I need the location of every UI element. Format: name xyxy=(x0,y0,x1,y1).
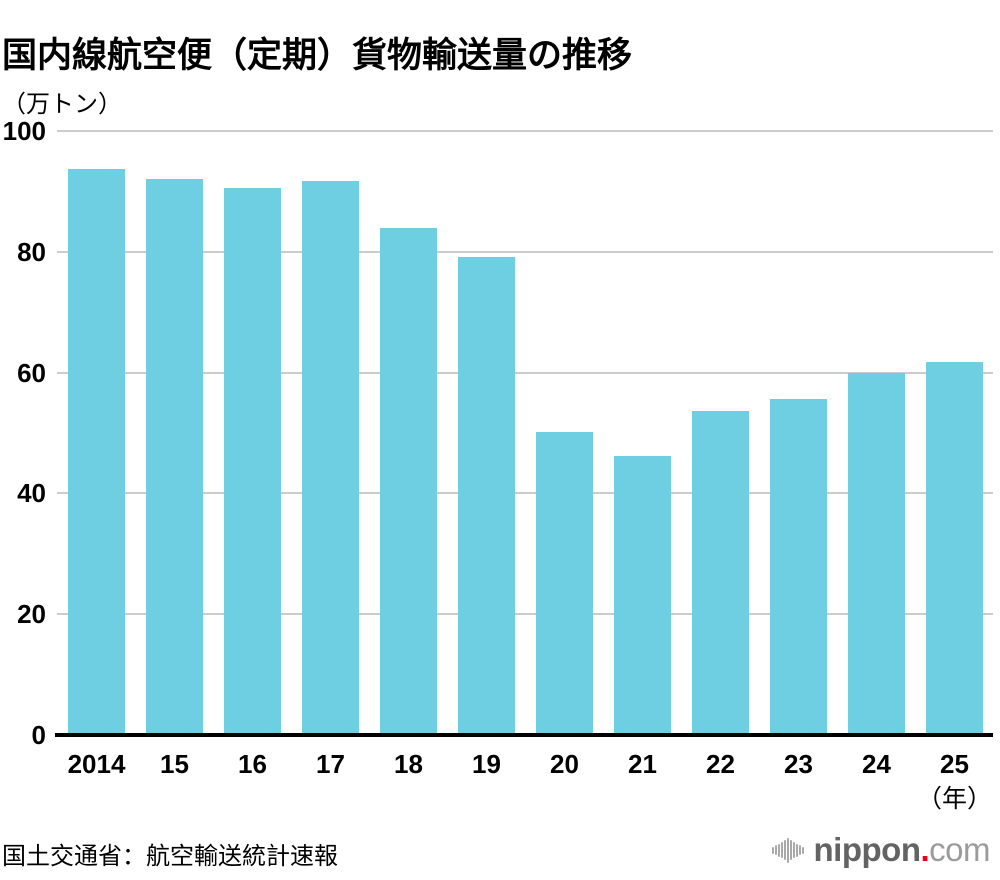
gridline-60 xyxy=(57,371,993,374)
bar-19 xyxy=(458,256,515,735)
soundwave-bars-icon xyxy=(771,837,805,863)
bar-20 xyxy=(536,432,593,735)
x-tick-label-17: 17 xyxy=(316,749,345,779)
x-tick-label-22: 22 xyxy=(706,749,735,779)
x-axis: 2014 15 16 17 18 19 20 21 22 23 24 25 xyxy=(57,747,993,781)
bar-23 xyxy=(770,398,827,735)
gridline-80 xyxy=(57,250,993,253)
logo-brand: nippon xyxy=(813,831,921,868)
x-tick-label-25: 25 xyxy=(940,749,969,779)
bar-25 xyxy=(926,362,983,735)
y-tick-label-0: 0 xyxy=(31,720,46,750)
x-axis-line xyxy=(55,733,993,737)
bar-22 xyxy=(692,411,749,735)
y-tick-label-80: 80 xyxy=(17,236,46,267)
bar-17 xyxy=(302,181,359,735)
y-tick-label-60: 60 xyxy=(17,357,46,388)
bar-24 xyxy=(848,372,905,735)
x-tick-label-18: 18 xyxy=(394,749,423,779)
y-tick-label-40: 40 xyxy=(17,478,46,509)
y-axis-unit-label: （万トン） xyxy=(2,91,122,118)
y-tick-label-100: 100 xyxy=(2,116,46,146)
logo-tld: com xyxy=(929,831,990,868)
bar-21 xyxy=(614,455,671,735)
nippon-com-logo: nippon.com xyxy=(771,829,991,871)
gridline-20 xyxy=(57,613,993,616)
y-axis: 0 20 40 60 80 100 xyxy=(0,116,46,750)
bar-18 xyxy=(380,227,437,735)
x-tick-label-19: 19 xyxy=(472,749,501,779)
logo-dot: . xyxy=(920,831,930,868)
bar-15 xyxy=(146,179,203,735)
logo-text: nippon.com xyxy=(813,831,991,869)
bar-2014 xyxy=(68,169,125,735)
x-tick-label-21: 21 xyxy=(628,749,657,779)
x-tick-label-23: 23 xyxy=(784,749,813,779)
gridline-40 xyxy=(57,492,993,495)
y-tick-label-20: 20 xyxy=(17,599,46,630)
gridline-100 xyxy=(57,130,993,132)
bar-16 xyxy=(224,188,281,735)
chart-title: 国内線航空便（定期）貨物輸送量の推移 xyxy=(2,36,633,76)
x-tick-label-20: 20 xyxy=(550,749,579,779)
x-tick-label-2014: 2014 xyxy=(67,749,126,779)
x-tick-label-15: 15 xyxy=(160,749,189,779)
x-tick-label-24: 24 xyxy=(862,749,891,779)
x-axis-unit-label: （年） xyxy=(916,785,992,813)
source-credit: 国土交通省：航空輸送統計速報 xyxy=(2,843,338,870)
x-tick-label-16: 16 xyxy=(238,749,267,779)
plot-area xyxy=(57,130,993,735)
